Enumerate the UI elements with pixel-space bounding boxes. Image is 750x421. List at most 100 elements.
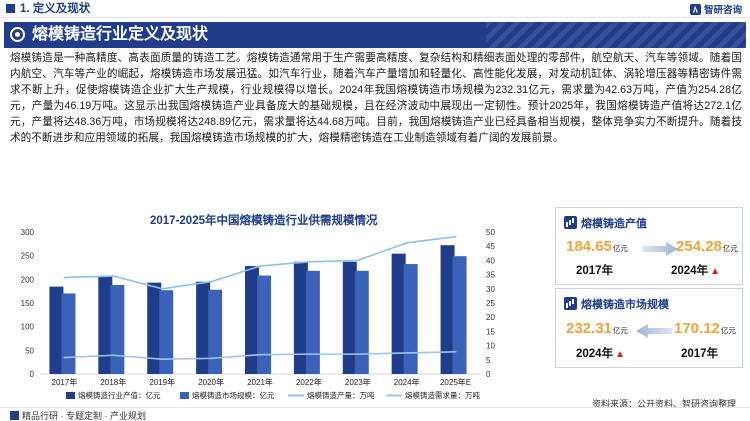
output-value-card: 熔模铸造产值 184.65亿元 254.28亿元 2017年 2024年 ▲ xyxy=(555,207,743,285)
bar-output-value xyxy=(293,261,308,374)
bar-output-value xyxy=(440,245,455,374)
card-title: 熔模铸造产值 xyxy=(581,218,647,230)
section-label: 1. 定义及现状 xyxy=(20,3,91,15)
left-year-wrap: 2024年 ▲ xyxy=(576,348,625,360)
right-value: 170.12亿元 xyxy=(674,320,736,337)
bar-market-size xyxy=(208,289,223,374)
bar-market-size xyxy=(452,256,467,374)
legend-label: 熔模铸造需求量：万吨 xyxy=(405,390,480,400)
y-right-tick-label: 0 xyxy=(486,370,491,379)
footer-bar-icon xyxy=(10,411,19,420)
bar-output-value xyxy=(196,281,211,374)
line-point xyxy=(112,354,115,357)
right-year-wrap: 2024年 ▲ xyxy=(671,265,720,277)
bar-output-value xyxy=(245,266,259,374)
y-right-tick-label: 30 xyxy=(486,285,495,294)
body-paragraph: 熔模铸造是一种高精度、高表面质量的铸造工艺。熔模铸造通常用于生产需要高精度、复杂… xyxy=(10,52,742,144)
x-tick-label: 2024年 xyxy=(394,377,420,387)
bar-chart-icon xyxy=(564,216,577,229)
bar-market-size xyxy=(403,264,418,374)
line-point xyxy=(63,356,66,359)
line-point xyxy=(210,357,213,360)
line-point xyxy=(210,280,213,283)
line-point xyxy=(356,259,359,262)
legend-swatch xyxy=(66,392,75,399)
y-right-tick-label: 45 xyxy=(486,242,495,251)
line-point xyxy=(161,358,164,361)
line-point xyxy=(307,353,310,356)
y-right-tick-label: 10 xyxy=(486,342,495,351)
right-year: 2017年 xyxy=(681,348,719,360)
y-right-tick-label: 20 xyxy=(486,313,495,322)
y-right-tick-label: 25 xyxy=(486,299,495,308)
brand-name: 智研咨询 xyxy=(703,5,742,16)
brand: 智研咨询 xyxy=(689,2,742,16)
line-point xyxy=(259,265,261,267)
title-banner: 熔模铸造行业定义及现状 xyxy=(4,22,746,48)
footer-divider xyxy=(0,407,750,408)
x-tick-label: 2018年 xyxy=(100,377,126,387)
legend-swatch xyxy=(180,392,189,399)
supply-demand-chart: 0 50 100 150 200 250 300 0 5 10 15 20 25 30 35 40 45 50 20… xyxy=(21,228,496,400)
y-left-tick-label: 0 xyxy=(30,370,35,379)
bar-output-value xyxy=(98,276,113,374)
y-left-tick-label: 150 xyxy=(21,299,35,308)
left-value: 232.31亿元 xyxy=(566,320,628,337)
card-title: 熔模铸造市场规模 xyxy=(581,299,669,311)
right-value: 254.28亿元 xyxy=(676,238,738,255)
market-size-card: 熔模铸造市场规模 232.31亿元 170.12亿元 2024年 ▲ 2017年 xyxy=(555,288,743,368)
footer-tagline: 精品行研 · 专题定制 · 产业规划 xyxy=(10,409,146,421)
growth-arrow-icon xyxy=(636,324,672,338)
y-right-tick-label: 40 xyxy=(486,256,495,265)
footer-text: 精品行研 · 专题定制 · 产业规划 xyxy=(22,411,146,421)
y-right-tick-label: 50 xyxy=(486,228,495,237)
y-right-tick-label: 5 xyxy=(486,356,491,365)
y-left-tick-label: 50 xyxy=(25,346,34,355)
x-tick-label: 2017年 xyxy=(52,377,78,387)
bar-output-value xyxy=(342,261,357,374)
y-left-tick-label: 300 xyxy=(21,228,35,237)
x-tick-label: 2025年E xyxy=(440,377,471,387)
brand-logo-icon xyxy=(689,3,701,15)
line-point xyxy=(405,241,408,244)
card-header: 熔模铸造产值 xyxy=(564,214,734,232)
up-arrow-icon: ▲ xyxy=(710,266,720,277)
x-tick-label: 2019年 xyxy=(149,377,175,387)
line-point xyxy=(161,287,164,290)
bar-market-size xyxy=(257,275,271,374)
x-tick-label: 2022年 xyxy=(296,377,322,387)
line-point xyxy=(112,275,115,277)
bar-market-size xyxy=(61,293,76,374)
line-point xyxy=(454,350,457,353)
bar-market-size xyxy=(110,285,125,374)
y-left-tick-label: 250 xyxy=(21,252,35,261)
line-point xyxy=(454,235,457,238)
up-arrow-icon: ▲ xyxy=(615,349,625,360)
x-tick-label: 2020年 xyxy=(198,377,224,387)
line-point xyxy=(405,352,408,354)
line-point xyxy=(63,276,66,279)
growth-arrow-icon xyxy=(642,242,678,256)
bar-chart-icon xyxy=(564,297,577,310)
x-tick-label: 2021年 xyxy=(247,377,273,387)
bar-output-value xyxy=(147,282,162,374)
legend-label: 熔模铸造市场规模：亿元 xyxy=(192,390,275,400)
line-point xyxy=(259,353,261,356)
section-square-icon xyxy=(6,4,15,13)
bar-output-value xyxy=(49,286,64,374)
target-icon xyxy=(10,27,25,42)
x-tick-label: 2023年 xyxy=(345,377,371,387)
chart-title: 2017-2025年中国熔模铸造行业供需规模情况 xyxy=(150,215,378,227)
card-header: 熔模铸造市场规模 xyxy=(564,295,734,313)
line-point xyxy=(356,353,359,356)
legend-label: 熔模铸造行业产值：亿元 xyxy=(78,390,161,400)
y-right-tick-label: 35 xyxy=(486,271,495,280)
line-point xyxy=(307,260,310,263)
bar-market-size xyxy=(305,270,320,374)
banner-stripe-decoration xyxy=(486,22,746,48)
data-source: 资料来源：公开资料、智研咨询整理 xyxy=(591,399,736,409)
y-left-tick-label: 100 xyxy=(21,323,35,332)
page-title: 熔模铸造行业定义及现状 xyxy=(32,26,209,43)
bar-market-size xyxy=(159,290,174,374)
left-year: 2017年 xyxy=(576,265,614,277)
